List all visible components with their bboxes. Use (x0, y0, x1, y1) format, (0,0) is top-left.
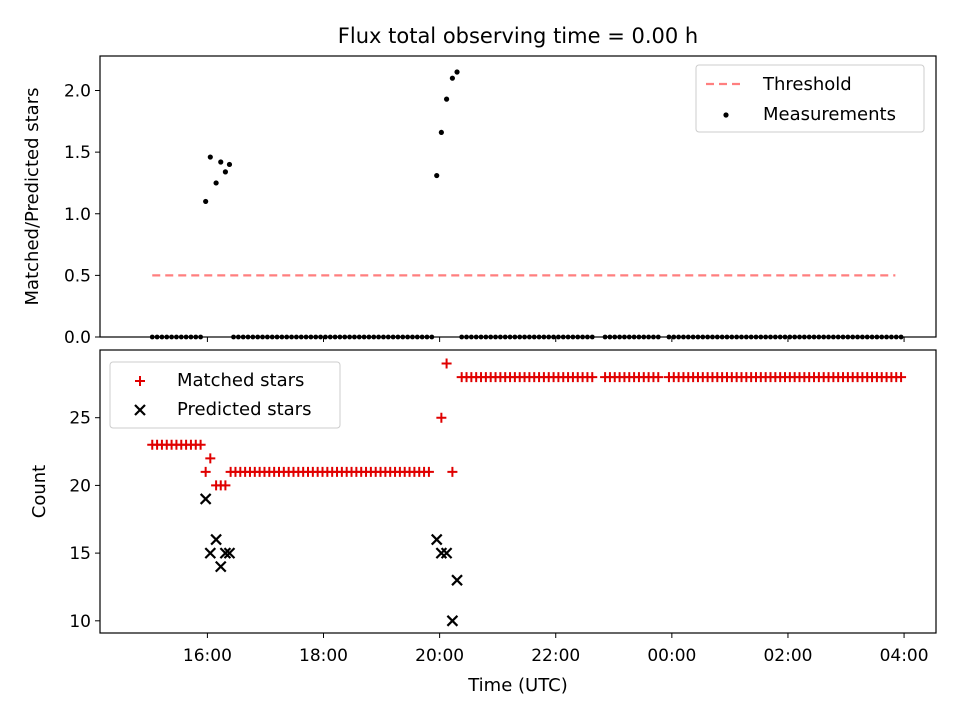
plot-frame (99, 55, 937, 338)
predicted-star-point (451, 574, 463, 586)
matched-star-point (436, 412, 447, 423)
measurement-point (443, 96, 450, 102)
predicted-star-point (446, 615, 459, 627)
predicted-star-point (440, 547, 453, 559)
y-tick-label: 20 (69, 476, 91, 496)
predicted-star-point (199, 493, 212, 505)
legend-measurements-label: Measurements (763, 104, 896, 125)
legend-box (109, 361, 341, 429)
x-tick-label: 16:00 (183, 646, 232, 666)
legend-matched-label: Matched stars (177, 370, 304, 391)
legend-box (695, 64, 925, 133)
matched-star-point (447, 466, 458, 477)
measurement-point (218, 159, 224, 165)
x-axis-label: Time (UTC) (467, 675, 568, 696)
matched-star-point (653, 372, 664, 383)
legend-predicted-label: Predicted stars (177, 399, 311, 420)
measurement-point (222, 169, 228, 175)
predicted-star-point (204, 547, 217, 559)
y-axis-label: Matched/Predicted stars (22, 88, 43, 306)
measurement-point (449, 75, 455, 81)
x-tick-label: 18:00 (299, 646, 348, 666)
predicted-star-point (223, 547, 236, 559)
y-axis-label: Count (29, 465, 50, 518)
bottom-panel: 10 15 20 25 Count 16:00 18:00 20:00 22:00 00:00 02… (29, 349, 937, 666)
plot-frame (99, 349, 937, 634)
x-tick-label: 22:00 (531, 646, 580, 666)
y-tick-label: 1.0 (64, 205, 91, 225)
measurement-point (213, 180, 219, 186)
x-tick-label: 20:00 (415, 646, 464, 666)
predicted-star-point (430, 533, 443, 546)
x-tick-label: 04:00 (880, 646, 929, 666)
y-tick-label: 10 (69, 612, 91, 632)
legend-matched-swatch (135, 376, 145, 386)
matched-star-point (441, 358, 452, 369)
matched-star-point (220, 480, 231, 491)
matched-star-point (195, 439, 206, 450)
predicted-star-point (214, 560, 227, 573)
measurement-point (203, 198, 209, 205)
measurement-point (226, 161, 233, 168)
predicted-star-point (219, 547, 232, 559)
y-tick-label: 1.5 (64, 143, 91, 163)
measurement-point (438, 129, 444, 136)
y-tick-label: 0.5 (64, 266, 91, 286)
y-tick-label: 25 (69, 409, 91, 429)
chart-title: Flux total observing time = 0.00 h (338, 24, 698, 48)
measurement-point (434, 172, 440, 179)
measurement-point (207, 154, 213, 160)
x-tick-label: 02:00 (763, 646, 812, 666)
legend-predicted-swatch (134, 404, 146, 416)
measurement-point (454, 69, 460, 75)
legend-measurements-swatch (723, 112, 729, 118)
matched-star-point (896, 372, 907, 383)
y-tick-label: 0.0 (64, 328, 91, 348)
predicted-star-point (210, 533, 222, 546)
y-tick-label: 15 (69, 544, 91, 564)
x-tick-label: 00:00 (647, 646, 696, 666)
y-tick-label: 2.0 (64, 82, 91, 102)
legend-threshold-label: Threshold (762, 74, 852, 95)
top-panel: 0.0 0.5 1.0 1.5 2.0 Matched/Predicted stars Th… (22, 55, 937, 348)
matched-star-point (587, 372, 598, 383)
matched-star-point (205, 453, 216, 464)
matched-star-point (423, 466, 434, 477)
matched-star-point (200, 466, 211, 477)
